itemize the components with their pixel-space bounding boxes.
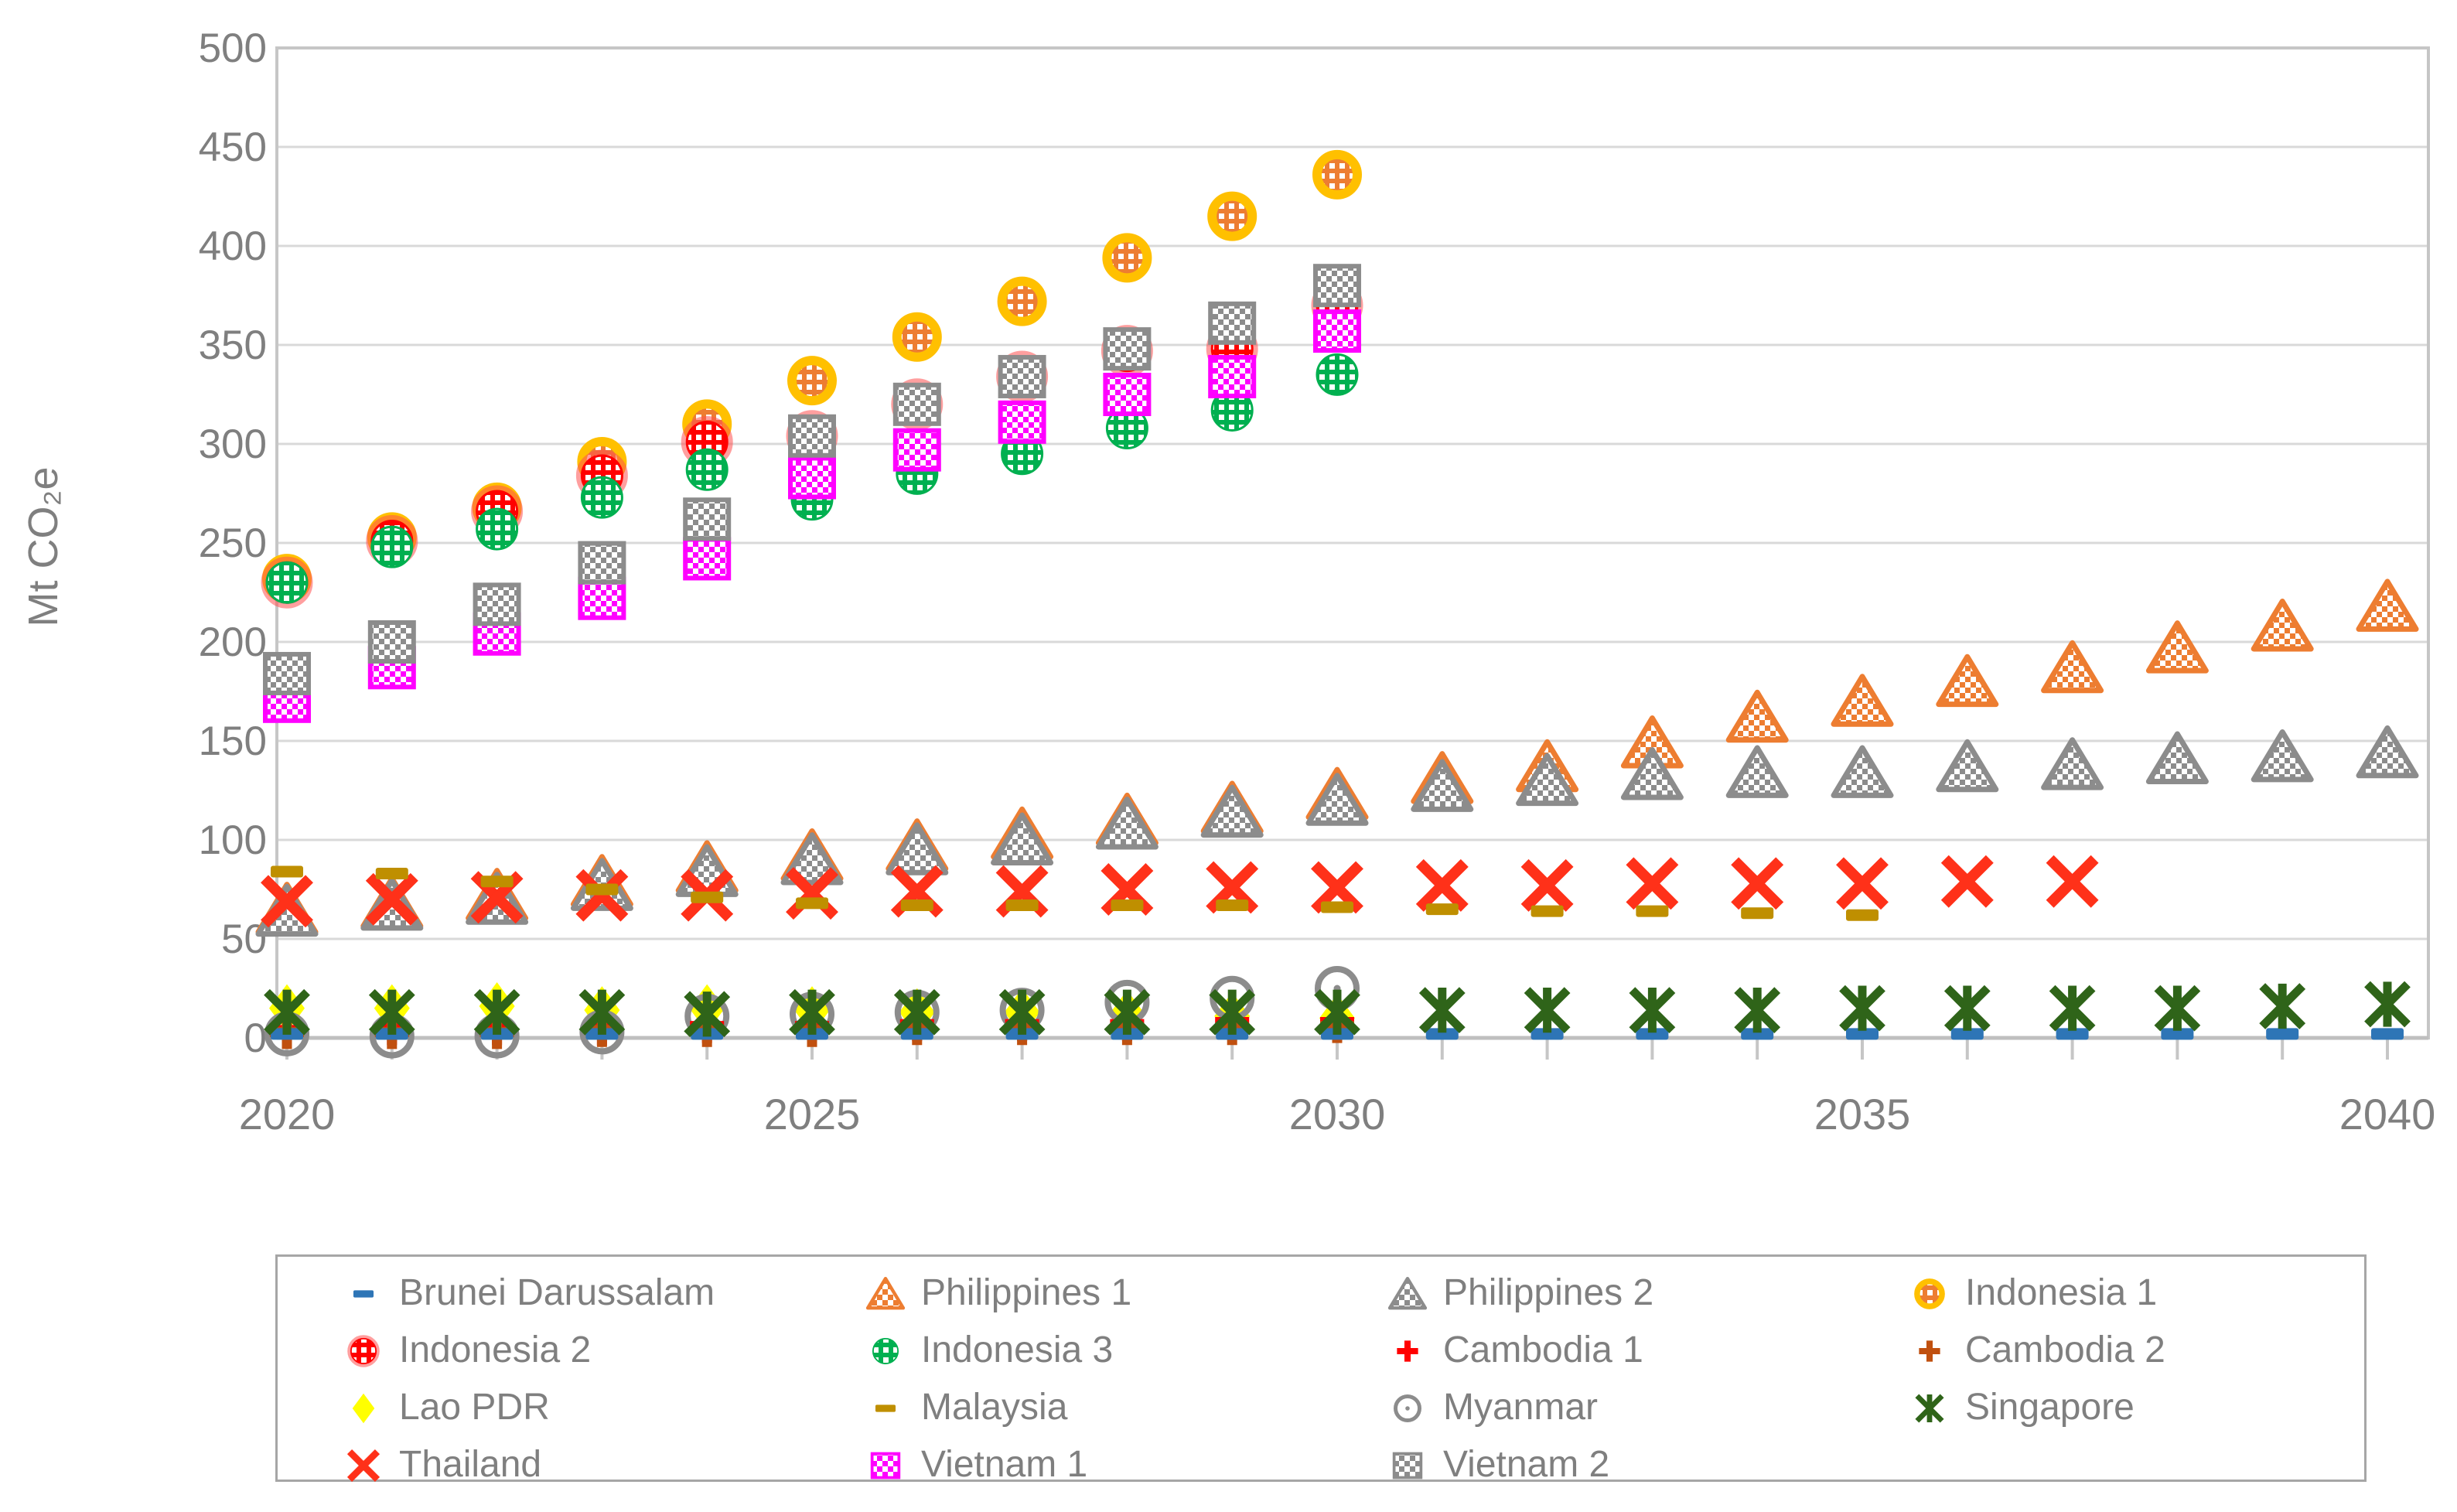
legend-item-singapore: Singapore	[1905, 1379, 2135, 1435]
legend-item-brunei-darussalam: Brunei Darussalam	[339, 1265, 715, 1320]
legend-label: Cambodia 2	[1965, 1329, 2165, 1370]
legend-item-lao-pdr: Lao PDR	[339, 1379, 550, 1435]
svg-text:2040: 2040	[2339, 1090, 2436, 1138]
svg-text:0: 0	[244, 1015, 267, 1061]
legend-item-philippines-1: Philippines 1	[861, 1265, 1131, 1320]
legend-item-myanmar: Myanmar	[1383, 1379, 1598, 1435]
chart-legend: Brunei Darussalam Philippines 1 Philippi…	[275, 1254, 2367, 1485]
y-axis-title-text: Mt CO₂e	[20, 466, 67, 627]
indonesia-1-marker-icon	[1914, 1278, 1945, 1309]
legend-item-thailand: Thailand	[339, 1436, 541, 1492]
series-vietnam-2	[263, 264, 1361, 695]
myanmar-marker-icon	[1394, 1394, 1421, 1422]
y-axis-title: Mt CO₂e	[19, 276, 67, 817]
legend-label: Myanmar	[1443, 1386, 1599, 1428]
svg-text:150: 150	[199, 718, 267, 764]
legend-item-indonesia-2: Indonesia 2	[339, 1322, 591, 1377]
singapore-marker-icon	[1915, 1394, 1944, 1423]
legend-label: Vietnam 2	[1443, 1443, 1610, 1485]
legend-item-indonesia-1: Indonesia 1	[1905, 1265, 2157, 1320]
svg-text:2030: 2030	[1289, 1090, 1386, 1138]
cambodia-2-marker-icon	[1919, 1340, 1940, 1362]
indonesia-2-marker-icon	[347, 1335, 380, 1367]
legend-label: Malaysia	[921, 1386, 1068, 1428]
lao-pdr-marker-icon	[352, 1393, 375, 1424]
philippines-1-marker-icon	[865, 1276, 906, 1310]
philippines-2-marker-icon	[1387, 1276, 1428, 1310]
legend-label: Thailand	[399, 1443, 542, 1485]
legend-label: Indonesia 3	[921, 1329, 1114, 1370]
series-indonesia-1	[262, 149, 1362, 604]
legend-item-malaysia: Malaysia	[861, 1379, 1067, 1435]
legend-item-indonesia-3: Indonesia 3	[861, 1322, 1113, 1377]
legend-label: Indonesia 2	[399, 1329, 592, 1370]
legend-item-philippines-2: Philippines 2	[1383, 1265, 1653, 1320]
svg-text:2020: 2020	[239, 1090, 336, 1138]
thailand-marker-icon	[346, 1449, 380, 1483]
legend-label: Philippines 1	[921, 1271, 1132, 1313]
malaysia-marker-icon	[875, 1404, 896, 1412]
svg-text:100: 100	[199, 817, 267, 863]
svg-text:300: 300	[199, 422, 267, 467]
series-malaysia	[271, 865, 1879, 921]
svg-text:400: 400	[199, 224, 267, 269]
series-indonesia-3	[265, 353, 1359, 604]
legend-item-vietnam-2: Vietnam 2	[1383, 1436, 1609, 1492]
svg-text:50: 50	[221, 916, 267, 962]
legend-item-vietnam-1: Vietnam 1	[861, 1436, 1087, 1492]
legend-label: Singapore	[1965, 1386, 2135, 1428]
vietnam-1-marker-icon	[870, 1452, 901, 1480]
y-axis-labels: 0 50 100 150 200 250 300 350 400 450 500	[199, 26, 267, 1061]
legend-label: Philippines 2	[1443, 1271, 1654, 1313]
legend-label: Indonesia 1	[1965, 1271, 2158, 1313]
series-thailand	[261, 855, 2099, 928]
legend-label: Cambodia 1	[1443, 1329, 1643, 1370]
legend-item-cambodia-1: Cambodia 1	[1383, 1322, 1643, 1377]
svg-text:250: 250	[199, 520, 267, 566]
legend-label: Brunei Darussalam	[399, 1271, 715, 1313]
svg-text:450: 450	[199, 125, 267, 170]
legend-label: Vietnam 1	[921, 1443, 1088, 1485]
x-axis-labels: 2020 2025 2030 2035 2040	[239, 1090, 2436, 1138]
vietnam-2-marker-icon	[1392, 1452, 1423, 1480]
series-singapore	[264, 981, 2411, 1038]
legend-item-cambodia-2: Cambodia 2	[1905, 1322, 2165, 1377]
svg-text:2025: 2025	[764, 1090, 861, 1138]
svg-text:2035: 2035	[1814, 1090, 1911, 1138]
cambodia-1-marker-icon	[1397, 1340, 1418, 1362]
svg-text:200: 200	[199, 619, 267, 665]
indonesia-3-marker-icon	[872, 1337, 899, 1365]
svg-text:500: 500	[199, 26, 267, 71]
svg-text:350: 350	[199, 323, 267, 368]
legend-label: Lao PDR	[399, 1386, 550, 1428]
brunei-darussalam-marker-icon	[353, 1290, 374, 1298]
